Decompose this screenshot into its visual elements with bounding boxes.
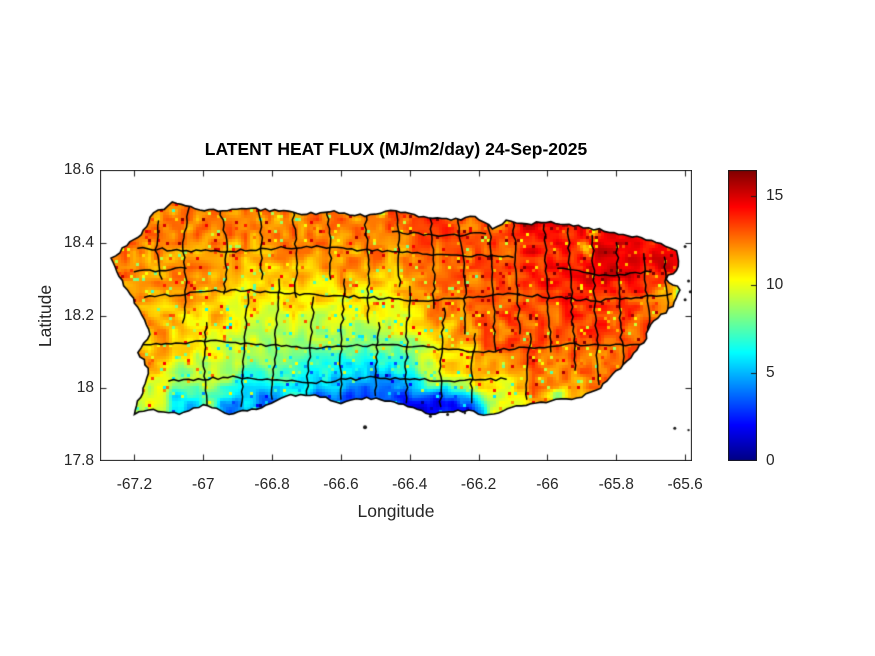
colorbar — [728, 170, 757, 461]
x-tick-label: -66.8 — [254, 476, 290, 493]
x-tick-label: -67.2 — [116, 476, 153, 493]
x-tick-label: -65.8 — [598, 476, 634, 493]
x-tick-label: -66.4 — [392, 476, 428, 493]
y-axis-label: Latitude — [35, 284, 55, 348]
heatmap-canvas — [100, 170, 692, 461]
y-tick-label: 18.4 — [63, 233, 94, 251]
x-tick-label: -66.6 — [323, 476, 359, 493]
colorbar-tick-label: 0 — [766, 452, 775, 469]
plot-title: LATENT HEAT FLUX (MJ/m2/day) 24-Sep-2025 — [204, 139, 588, 159]
x-tick-label: -66.2 — [460, 476, 497, 493]
x-tick-label: -66 — [536, 476, 559, 493]
x-tick-label: -67 — [192, 476, 215, 493]
y-tick-label: 18.6 — [63, 161, 94, 178]
y-tick-label: 18.2 — [63, 306, 94, 324]
y-tick-label: 18 — [76, 379, 94, 397]
colorbar-tick-label: 15 — [766, 187, 784, 205]
x-axis-label: Longitude — [357, 501, 435, 521]
x-tick-label: -65.6 — [667, 476, 703, 493]
colorbar-tick-label: 5 — [766, 363, 775, 381]
colorbar-tick-label: 10 — [766, 275, 784, 293]
y-tick-label: 17.8 — [63, 452, 94, 469]
